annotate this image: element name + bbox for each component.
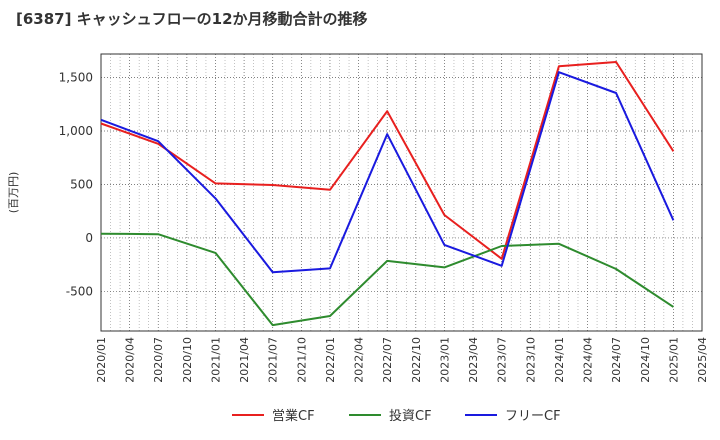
x-tick-label: 2020/07 [152,337,165,383]
x-tick-label: 2024/10 [639,337,652,383]
x-tick-label: 2024/07 [610,337,623,383]
x-tick-label: 2021/10 [295,337,308,383]
x-tick-label: 2023/07 [496,337,509,383]
legend-label: フリーCF [505,409,561,424]
x-tick-label: 2022/07 [381,337,394,383]
legend-label: 投資CF [389,408,432,424]
x-tick-label: 2021/07 [267,337,280,383]
grid-layer [100,54,703,331]
legend: 営業CF 投資CF フリーCF [232,408,561,424]
series-line-フリーCF [100,71,675,274]
x-tick-label: 2020/01 [95,337,108,383]
axis-layer: -500 0 500 1,000 1,500 (百万円) 2020/01 2020/04 202… [7,53,709,383]
x-tick-label: 2023/01 [438,337,451,383]
x-tick-label: 2024/04 [582,337,595,383]
series-layer [100,61,675,327]
x-tick-label: 2025/01 [667,337,680,383]
x-tick-label: 2021/01 [209,337,222,383]
x-tick-label: 2022/01 [324,337,337,383]
x-tick-label: 2020/10 [181,337,194,383]
y-tick-label: 1,500 [59,71,93,85]
x-tick-label: 2020/04 [124,337,137,383]
x-tick-label: 2023/04 [467,337,480,383]
chart-title: [6387] キャッシュフローの12か月移動合計の推移 [16,10,368,28]
x-tick-label: 2021/04 [238,337,251,383]
y-tick-label: 1,000 [59,124,93,138]
series-line-投資CF [100,232,674,327]
x-tick-label: 2025/04 [696,337,709,383]
y-tick-label: 0 [85,231,93,245]
y-tick-label: -500 [66,284,93,298]
x-tick-label: 2022/10 [410,337,423,383]
x-tick-label: 2022/04 [353,337,366,383]
x-tick-label: 2023/10 [524,337,537,383]
y-tick-label: 500 [70,177,93,191]
legend-label: 営業CF [272,408,315,424]
series-line-営業CF [100,61,675,260]
y-axis-label: (百万円) [7,172,20,214]
x-tick-label: 2024/01 [553,337,566,383]
plot-frame [100,53,703,332]
plot-area [101,54,702,331]
